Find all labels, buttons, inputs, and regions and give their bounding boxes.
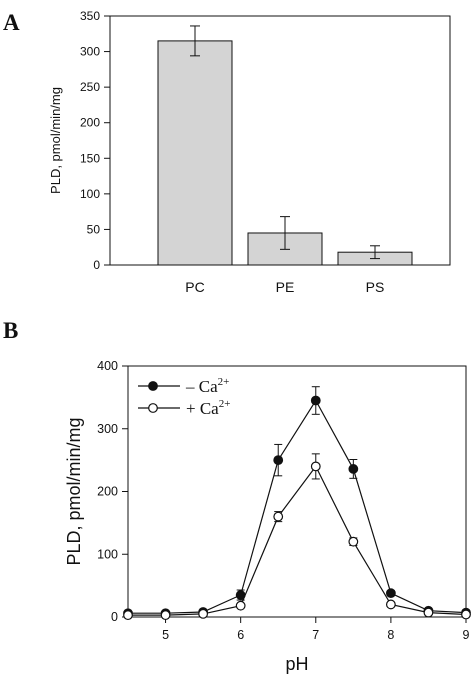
legend-marker (148, 403, 158, 413)
data-point-filled (235, 590, 246, 600)
data-point-open (310, 461, 321, 472)
y-tick-label: 300 (97, 422, 118, 436)
y-tick-label: 350 (80, 9, 100, 23)
data-point-open (235, 600, 246, 611)
series-line-0 (128, 399, 467, 614)
bar-pc (157, 40, 233, 266)
y-tick-label: 200 (80, 116, 100, 130)
data-point-filled (348, 464, 359, 474)
y-tick-label: 0 (111, 610, 118, 624)
y-tick-label: 200 (97, 485, 118, 499)
x-category-label: PS (366, 279, 385, 295)
panel-letter-a: A (3, 10, 20, 35)
x-tick-label: 6 (237, 628, 244, 642)
legend-label-superscript: 2+ (218, 376, 230, 388)
x-category-label: PE (276, 279, 295, 295)
legend-label: + Ca2+ (186, 398, 230, 418)
data-point-open (160, 610, 171, 621)
panel-a-bar-chart: 0 50 100 150 200 250 300 350 PC PE PS PLD, pmol/min… (48, 9, 451, 295)
x-tick-label: 7 (312, 628, 319, 642)
data-point-open (123, 610, 133, 621)
data-point-filled (385, 588, 396, 599)
legend-label-superscript: 2+ (219, 398, 231, 410)
series-line-1 (128, 465, 467, 616)
y-tick-label: 300 (80, 45, 100, 59)
x-tick-label: 5 (162, 628, 169, 642)
data-point-open (461, 609, 471, 620)
data-point-filled (310, 395, 321, 406)
x-axis-title: pH (285, 654, 308, 674)
y-tick-label: 250 (80, 80, 100, 94)
y-axis-title: PLD, pmol/min/mg (48, 87, 63, 194)
x-tick-label: 9 (463, 628, 470, 642)
panel-b-line-chart: 0 100 200 300 400 5 6 7 8 9 PLD, pmol/min/mg pH – Ca… (64, 359, 471, 674)
legend-marker (148, 381, 158, 391)
y-tick-label: 400 (97, 359, 118, 373)
legend-label: – Ca2+ (185, 376, 229, 396)
y-tick-label: 150 (80, 151, 100, 165)
y-tick-label: 100 (80, 187, 100, 201)
x-tick-label: 8 (387, 628, 394, 642)
data-point-filled (273, 455, 284, 466)
y-tick-label: 0 (93, 258, 100, 272)
y-tick-label: 100 (97, 547, 118, 561)
data-point-open (198, 608, 209, 619)
y-tick-label: 50 (87, 222, 101, 236)
x-category-label: PC (185, 279, 204, 295)
data-point-open (423, 607, 434, 618)
data-point-open (348, 536, 359, 547)
panel-letter-b: B (3, 318, 18, 343)
y-axis-title: PLD, pmol/min/mg (64, 417, 84, 565)
data-point-open (385, 599, 396, 610)
data-point-open (273, 511, 284, 522)
